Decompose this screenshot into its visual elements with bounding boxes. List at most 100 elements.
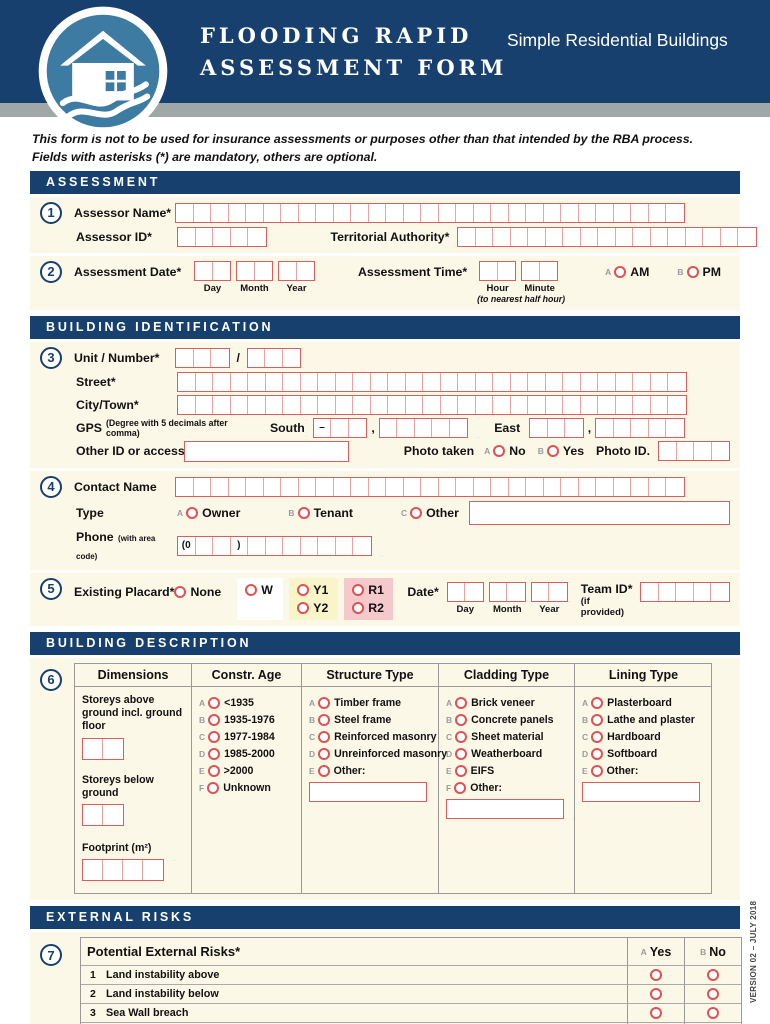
char-cell[interactable] <box>694 442 712 461</box>
char-cell[interactable] <box>264 477 281 496</box>
char-cell[interactable] <box>474 477 491 496</box>
char-cell[interactable] <box>83 860 103 881</box>
char-cell[interactable] <box>666 478 684 496</box>
char-cell[interactable] <box>491 477 509 496</box>
char-cell[interactable] <box>476 227 494 246</box>
char-cell[interactable] <box>458 372 476 391</box>
char-cell[interactable] <box>279 261 297 280</box>
char-cell[interactable] <box>406 372 423 391</box>
char-cell[interactable] <box>195 261 213 280</box>
char-cell[interactable] <box>353 537 371 555</box>
char-cell[interactable] <box>281 203 299 222</box>
risk-1-yes-radio[interactable] <box>650 969 662 982</box>
owner-radio[interactable] <box>186 506 199 519</box>
char-cell[interactable]: ) <box>231 536 248 555</box>
type-other-radio[interactable] <box>410 506 423 519</box>
age-f-radio[interactable] <box>207 781 220 794</box>
char-cell[interactable] <box>351 203 369 222</box>
char-cell[interactable] <box>248 348 266 367</box>
date-year-boxes[interactable] <box>278 260 315 281</box>
char-cell[interactable] <box>596 203 614 222</box>
char-cell[interactable] <box>213 372 231 391</box>
char-cell[interactable] <box>248 536 266 555</box>
char-cell[interactable] <box>651 395 668 414</box>
char-cell[interactable] <box>676 582 694 601</box>
char-cell[interactable] <box>143 860 163 880</box>
char-cell[interactable] <box>666 204 684 222</box>
char-cell[interactable] <box>83 805 103 826</box>
char-cell[interactable] <box>318 536 336 555</box>
char-cell[interactable] <box>248 395 266 414</box>
char-cell[interactable] <box>229 203 246 222</box>
char-cell[interactable] <box>493 372 511 391</box>
char-cell[interactable] <box>721 227 739 246</box>
lining-a-radio[interactable] <box>591 696 604 709</box>
char-cell[interactable] <box>651 372 668 391</box>
char-cell[interactable] <box>703 227 721 246</box>
char-cell[interactable]: – <box>314 418 332 437</box>
char-cell[interactable] <box>532 582 550 601</box>
char-cell[interactable] <box>563 227 581 246</box>
char-cell[interactable] <box>491 203 509 222</box>
char-cell[interactable] <box>738 228 756 246</box>
char-cell[interactable] <box>598 372 616 391</box>
char-cell[interactable]: (0 <box>178 536 196 555</box>
structure-e-radio[interactable] <box>317 764 330 777</box>
char-cell[interactable] <box>544 203 561 222</box>
time-hour-boxes[interactable] <box>479 260 517 281</box>
char-cell[interactable] <box>266 536 283 555</box>
placard-y1-radio[interactable] <box>297 583 310 596</box>
char-cell[interactable] <box>563 395 581 414</box>
char-cell[interactable] <box>528 227 546 246</box>
number-boxes[interactable] <box>246 347 302 368</box>
char-cell[interactable] <box>248 228 266 246</box>
char-cell[interactable] <box>316 477 334 496</box>
cladding-a-radio[interactable] <box>455 696 468 709</box>
char-cell[interactable] <box>404 203 421 222</box>
char-cell[interactable] <box>336 372 353 391</box>
char-cell[interactable] <box>616 372 633 391</box>
char-cell[interactable] <box>441 395 458 414</box>
char-cell[interactable] <box>616 395 633 414</box>
char-cell[interactable] <box>561 203 579 222</box>
char-cell[interactable] <box>213 262 231 280</box>
char-cell[interactable] <box>316 203 334 222</box>
gps-east-decimal-boxes[interactable] <box>595 417 685 438</box>
lining-c-radio[interactable] <box>591 730 604 743</box>
age-d-radio[interactable] <box>208 747 221 760</box>
char-cell[interactable] <box>563 372 581 391</box>
placard-r2-radio[interactable] <box>352 601 365 614</box>
cladding-c-radio[interactable] <box>455 730 468 743</box>
char-cell[interactable] <box>465 583 483 601</box>
lining-e-radio[interactable] <box>590 764 603 777</box>
char-cell[interactable] <box>371 395 388 414</box>
char-cell[interactable] <box>194 203 211 222</box>
char-cell[interactable] <box>194 348 211 367</box>
assessor-name-boxes[interactable] <box>175 202 685 223</box>
char-cell[interactable] <box>649 418 667 437</box>
time-minute-boxes[interactable] <box>521 260 559 281</box>
char-cell[interactable] <box>530 418 548 437</box>
char-cell[interactable] <box>456 203 474 222</box>
placard-none-radio[interactable] <box>174 585 187 598</box>
char-cell[interactable] <box>176 477 194 496</box>
char-cell[interactable] <box>579 477 596 496</box>
cladding-f-radio[interactable] <box>454 781 467 794</box>
date-day-boxes[interactable] <box>194 260 231 281</box>
char-cell[interactable] <box>388 395 406 414</box>
structure-c-radio[interactable] <box>318 730 331 743</box>
unit-boxes[interactable] <box>175 347 230 368</box>
structure-d-radio[interactable] <box>318 747 331 760</box>
char-cell[interactable] <box>546 395 563 414</box>
char-cell[interactable] <box>581 395 598 414</box>
char-cell[interactable] <box>480 261 498 280</box>
char-cell[interactable] <box>423 395 441 414</box>
char-cell[interactable] <box>421 203 439 222</box>
gps-south-decimal-boxes[interactable] <box>378 417 469 438</box>
placard-month-boxes[interactable] <box>488 581 526 602</box>
char-cell[interactable] <box>540 262 558 280</box>
char-cell[interactable] <box>301 395 318 414</box>
char-cell[interactable] <box>633 395 651 414</box>
char-cell[interactable] <box>371 372 388 391</box>
char-cell[interactable] <box>353 372 371 391</box>
